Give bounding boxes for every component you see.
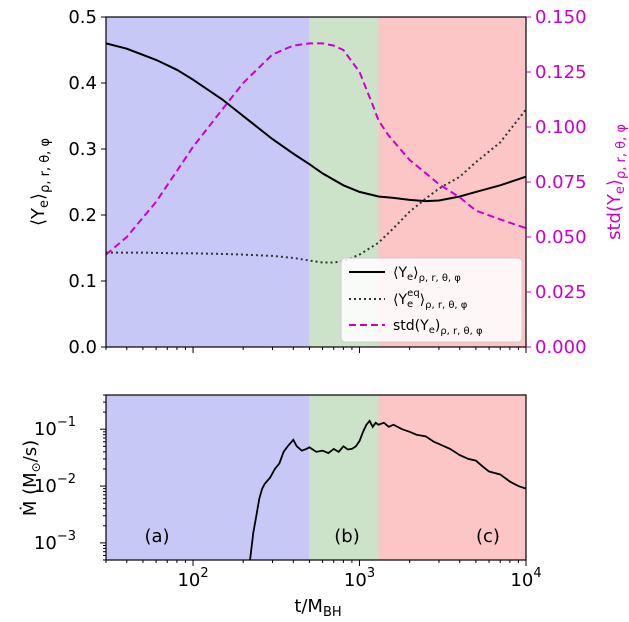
bottom-regions xyxy=(106,395,526,560)
bottom-plot-frame xyxy=(105,394,527,561)
top-left-tick-label: 0.0 xyxy=(68,337,97,358)
top-right-y-axis-label: std(Ye⟩ρ, r, θ, φ xyxy=(604,124,629,240)
top-left-tick-label: 0.3 xyxy=(68,139,97,160)
bottom-x-axis-ticks: 102 103 104 xyxy=(105,560,542,591)
top-left-tick-label: 0.2 xyxy=(68,205,97,226)
top-right-tick-label: 0.075 xyxy=(535,172,587,193)
top-regions xyxy=(106,17,526,347)
bottom-y-tick-label: 10−1 xyxy=(34,415,76,440)
series-mean-ye-line xyxy=(105,42,527,203)
top-right-tick-label: 0.025 xyxy=(535,282,587,303)
series-eq-ye-line xyxy=(106,108,527,264)
bottom-y-tick-label: 10−3 xyxy=(34,529,76,554)
top-right-tick-label: 0.000 xyxy=(535,337,587,358)
legend: ⟨Ye⟩ρ, r, θ, φ ⟨Yeeq⟩ρ, r, θ, φ std(Ye)ρ… xyxy=(340,257,523,343)
top-left-tick-label: 0.1 xyxy=(68,271,97,292)
top-right-tick-label: 0.050 xyxy=(535,227,587,248)
top-right-axis-ticks: 0.000 0.025 0.050 0.075 0.100 0.125 0.150 xyxy=(526,7,587,358)
top-region-a xyxy=(106,17,310,347)
bottom-x-tick-label: 103 xyxy=(344,566,375,591)
region-label-c: (c) xyxy=(476,526,500,547)
bottom-region-b xyxy=(309,395,379,560)
bottom-region-c xyxy=(378,395,526,560)
top-x-axis-ticks xyxy=(105,347,527,353)
bottom-panel: 10−110−210−3 102 103 104 (a) (b) (c) Ṁ (M⊙… xyxy=(20,394,542,620)
bottom-x-tick-label: 104 xyxy=(510,566,541,591)
x-axis-label: t/MBH xyxy=(294,596,341,620)
bottom-x-tick-label: 102 xyxy=(177,566,208,591)
top-panel: 0.00.10.20.30.40.5 0.0000.0250.0500.0750… xyxy=(28,7,629,358)
top-right-tick-label: 0.125 xyxy=(535,62,587,83)
top-left-y-axis-label: ⟨Ye⟩ρ, r, θ, φ xyxy=(28,138,53,226)
series-std-ye-line xyxy=(105,42,527,256)
top-left-tick-label: 0.4 xyxy=(68,73,97,94)
top-left-axis-ticks: 0.0 0.1 0.2 0.3 0.4 0.5 xyxy=(68,7,106,358)
region-label-b: (b) xyxy=(334,526,359,547)
bottom-y-axis-label: Ṁ (M⊙/s) xyxy=(20,440,43,516)
bottom-y-axis-ticks: 10−110−210−3 xyxy=(34,394,106,561)
top-left-tick-label: 0.5 xyxy=(68,7,97,28)
legend-box xyxy=(340,257,523,343)
region-label-a: (a) xyxy=(144,526,169,547)
top-right-tick-label: 0.100 xyxy=(535,117,587,138)
bottom-region-a xyxy=(106,395,310,560)
top-lines xyxy=(105,42,527,264)
bottom-lines xyxy=(249,419,527,561)
top-right-tick-label: 0.150 xyxy=(535,7,587,28)
mdot-line xyxy=(249,419,527,561)
